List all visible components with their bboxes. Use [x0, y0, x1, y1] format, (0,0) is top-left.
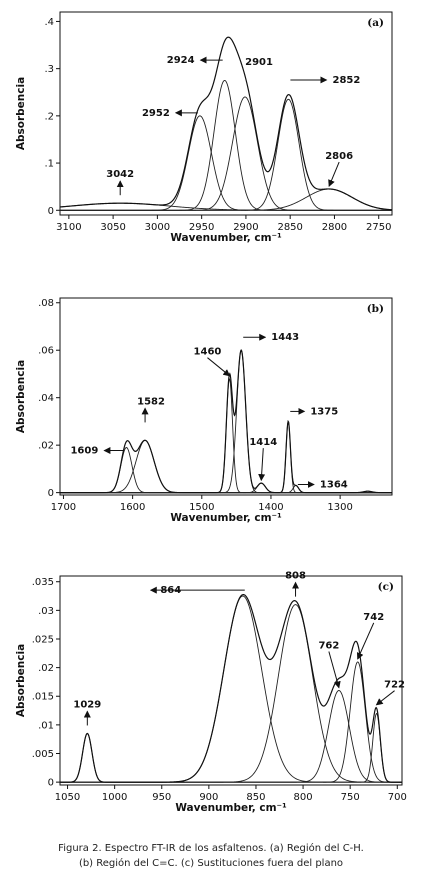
panel-b-xtick-label: 1400 — [258, 502, 283, 513]
panel-c-xtick-label: 900 — [199, 792, 218, 803]
panel-c-peak-label-1029: 1029 — [73, 699, 101, 710]
panel-b-peak-label-1414: 1414 — [249, 437, 277, 448]
panel-b-y-axis-title: Absorbencia — [15, 360, 27, 433]
panel-a-ytick-label: .4 — [44, 17, 54, 28]
panel-a-peak-label-2952: 2952 — [142, 108, 170, 119]
panel-a-ytick-label: .3 — [44, 64, 54, 75]
panel-b-frame — [59, 297, 393, 496]
panel-b-ytick-label: 0 — [48, 488, 54, 499]
panel-c-component-5 — [60, 661, 402, 783]
panel-a-peak-label-2852: 2852 — [332, 75, 360, 86]
panel-c-xtick-label: 950 — [152, 792, 171, 803]
panel-c-component-2 — [60, 595, 402, 783]
panel-c-component-6 — [60, 712, 402, 783]
panel-c-frame — [59, 575, 403, 786]
panel-b-x-axis-title: Wavenumber, cm⁻¹ — [170, 512, 282, 524]
panel-c: 0 .005 .01 .015 .02 .025 .03 .035 1050 1000 950 900… — [15, 571, 407, 814]
panel-c-xtick-label: 1000 — [102, 792, 127, 803]
panel-c-xtick-label: 1050 — [55, 792, 80, 803]
panel-a-ytick-label: .1 — [44, 159, 54, 170]
panel-a-label: (a) — [367, 17, 384, 29]
panel-b: 0 .02 .04 .06 .08 1700 1600 1500 1400 1300 Wavenum… — [15, 297, 393, 524]
panel-a-xtick-label: 3000 — [145, 222, 170, 233]
panel-c-label: (c) — [378, 581, 394, 593]
panel-b-peak-label-1364: 1364 — [320, 480, 348, 491]
panel-b-ytick-label: .04 — [38, 393, 54, 404]
panel-a-ytick-label: .2 — [44, 111, 54, 122]
panel-c-arrow-762 — [328, 651, 341, 689]
panel-a-y-axis-title: Absorbencia — [15, 77, 27, 150]
panel-c-arrow-742 — [356, 622, 375, 660]
panel-c-ytick-label: .02 — [38, 663, 54, 674]
figure-caption-line-2: (b) Región del C=C. (c) Sustituciones fu… — [78, 858, 344, 869]
panel-c-component-1 — [60, 732, 402, 783]
panel-a-arrow-2806 — [328, 161, 340, 187]
panel-a-component-1 — [60, 202, 392, 211]
panel-a-xtick-label: 2800 — [322, 222, 347, 233]
panel-b-peak-label-1609: 1609 — [70, 446, 98, 457]
panel-a-xtick-label: 3100 — [56, 222, 81, 233]
panel-b-envelope — [60, 348, 392, 494]
panel-c-envelope — [60, 593, 402, 783]
panel-b-peak-label-1460: 1460 — [194, 347, 222, 358]
panel-a-xtick-label: 3050 — [100, 222, 125, 233]
panel-a-xtick-label: 2750 — [366, 222, 391, 233]
panel-a-x-axis-title: Wavenumber, cm⁻¹ — [170, 232, 282, 244]
panel-c-y-axis-title: Absorbencia — [15, 644, 27, 717]
panel-a-component-2 — [60, 115, 392, 211]
panel-c-ytick-label: .015 — [32, 692, 54, 703]
panel-b-ytick-label: .06 — [38, 346, 54, 357]
panel-c-peak-label-722: 722 — [384, 680, 405, 691]
panel-a-peak-label-2924: 2924 — [167, 55, 195, 66]
panel-b-xtick-label: 1700 — [51, 502, 76, 513]
panel-c-ytick-label: .035 — [32, 577, 54, 588]
panel-a-curves — [60, 36, 392, 211]
panel-c-arrow-722 — [375, 690, 395, 706]
panel-b-xtick-label: 1600 — [120, 502, 145, 513]
panel-a-component-3 — [60, 79, 392, 211]
figure-caption-line-1: Figura 2. Espectro FT-IR de los asfalten… — [58, 843, 364, 854]
panel-c-peak-label-808: 808 — [285, 571, 306, 582]
panel-a-ytick-label: 0 — [48, 206, 54, 217]
panel-c-ytick-label: 0 — [48, 778, 54, 789]
panel-c-xtick-label: 800 — [294, 792, 313, 803]
panel-c-xtick-label: 750 — [341, 792, 360, 803]
panel-a-xtick-label: 2850 — [277, 222, 302, 233]
panel-a-xtick-label: 2900 — [233, 222, 258, 233]
panel-b-peak-label-1375: 1375 — [310, 406, 338, 417]
panel-a-peak-label-3042: 3042 — [106, 169, 134, 180]
panel-b-curves — [60, 348, 392, 494]
panel-a-envelope — [60, 36, 392, 211]
panel-b-xtick-label: 1300 — [327, 502, 352, 513]
panel-a-frame — [59, 11, 393, 216]
panel-c-peak-label-742: 742 — [363, 612, 384, 623]
panel-a: 0 .1 .2 .3 .4 3100 3050 3000 2950 2900 2850 2800 275… — [15, 11, 393, 244]
panel-c-xtick-label: 850 — [246, 792, 265, 803]
panel-c-x-axis-title: Wavenumber, cm⁻¹ — [175, 802, 287, 814]
panel-b-ytick-label: .08 — [38, 298, 54, 309]
panel-a-peak-label-2901: 2901 — [245, 57, 273, 68]
panel-b-label: (b) — [367, 303, 384, 315]
panel-b-ytick-label: .02 — [38, 441, 54, 452]
panel-b-xtick-label: 1500 — [189, 502, 214, 513]
panel-c-ytick-label: .025 — [32, 634, 54, 645]
panel-a-xtick-label: 2950 — [189, 222, 214, 233]
panel-b-arrow-1460 — [207, 357, 231, 377]
panel-c-curves — [60, 593, 402, 783]
panel-c-ytick-label: .005 — [32, 749, 54, 760]
panel-c-xtick-label: 700 — [388, 792, 407, 803]
panel-b-arrow-1414 — [258, 448, 266, 482]
panel-a-peak-label-2806: 2806 — [325, 151, 353, 162]
panel-c-ytick-label: .03 — [38, 606, 54, 617]
panel-b-peak-label-1582: 1582 — [137, 396, 165, 407]
panel-c-ytick-label: .01 — [38, 720, 54, 731]
panel-b-peak-label-1443: 1443 — [271, 332, 299, 343]
panel-c-peak-label-762: 762 — [318, 641, 339, 652]
